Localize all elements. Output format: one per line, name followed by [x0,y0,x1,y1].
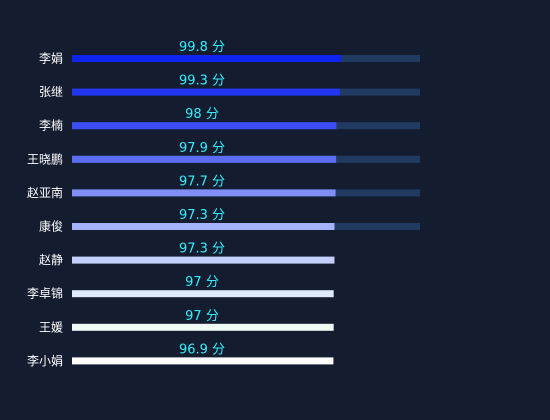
value-label: 99.8 分 [179,40,225,55]
bar [72,290,334,298]
category-label: 赵静 [39,253,63,267]
bar [72,88,340,96]
value-label: 97 分 [185,309,219,324]
bar [72,357,334,365]
value-label: 98 分 [185,107,219,122]
bar [72,55,342,62]
bar [72,323,334,331]
bar [72,256,335,264]
value-label: 97.7 分 [179,174,225,189]
bar [72,223,335,230]
bar [72,189,336,197]
value-label: 96.9 分 [179,342,225,357]
category-label: 李卓锦 [27,286,63,301]
value-label: 97.9 分 [179,141,225,156]
category-label: 康俊 [39,219,63,234]
category-label: 赵亚南 [27,185,63,200]
category-label: 王晓鹏 [27,152,63,166]
value-label: 99.3 分 [179,74,225,89]
value-label: 97.3 分 [179,208,225,223]
bar [72,122,337,130]
value-label: 97.3 分 [179,242,225,257]
category-label: 李娟 [39,51,63,66]
category-label: 李小娟 [27,353,63,368]
category-label: 李楠 [39,118,63,133]
category-label: 王媛 [39,320,63,334]
bar [72,155,337,163]
category-label: 张继 [39,85,63,99]
value-label: 97 分 [185,275,219,290]
